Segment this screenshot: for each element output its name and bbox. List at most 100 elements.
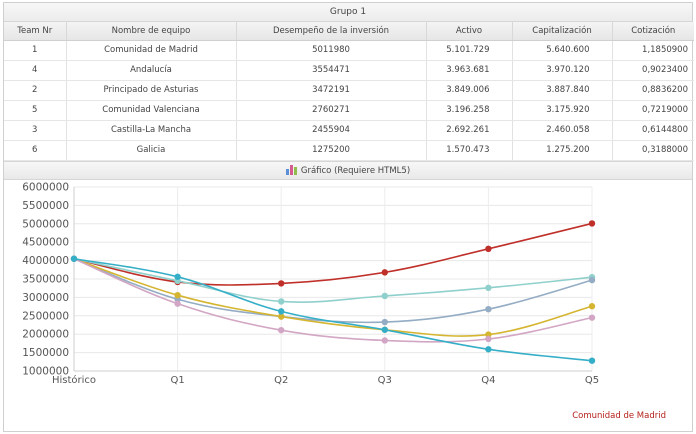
data-point [70,255,78,262]
series-line [73,257,593,362]
data-point [174,300,181,307]
cell-quote: 0,6144800 [612,120,694,141]
y-tick-label: 5500000 [22,200,69,212]
column-header-assets[interactable]: Activo [426,22,513,41]
cell-quote: 0,8836200 [612,80,694,101]
data-point [381,326,388,333]
cell-assets: 1.570.473 [426,140,513,161]
x-tick-label: Q2 [274,375,288,386]
cell-performance: 1275200 [236,140,427,161]
y-tick-label: 3500000 [22,274,69,286]
data-point [381,337,388,344]
x-tick-label: Q5 [585,375,599,386]
cell-capitalization: 3.970.120 [512,60,613,81]
cell-quote: 0,9023400 [612,60,694,81]
data-point [588,357,596,364]
chart-header: Gráfico (Requiere HTML5) [4,160,692,180]
group-title: Grupo 1 [4,3,692,22]
cell-performance: 3472191 [236,80,427,101]
cell-team-name: Principado de Asturias [66,80,237,101]
data-point [381,292,388,300]
cell-assets: 3.849.006 [426,80,513,101]
table-row[interactable]: 3 Castilla-La Mancha 2455904 2.692.261 2… [4,120,694,141]
cell-capitalization: 3.887.840 [512,80,613,101]
column-header-capitalization[interactable]: Capitalización [512,22,613,41]
table-row[interactable]: 6 Galicia 1275200 1.570.473 1.275.200 0,… [4,140,694,161]
cell-performance: 5011980 [236,40,427,61]
column-header-team-name[interactable]: Nombre de equipo [66,22,237,41]
y-tick-label: 2000000 [22,329,69,341]
data-point [485,305,492,313]
x-tick-label: Histórico [52,374,96,386]
cell-assets: 5.101.729 [426,40,513,61]
data-point [588,220,596,227]
cell-assets: 3.196.258 [426,100,513,121]
y-tick-label: 3000000 [22,292,69,304]
data-point [588,314,596,321]
column-header-performance[interactable]: Desempeño de la inversión [236,22,427,41]
data-point [381,318,388,326]
cell-team-nr: 1 [4,40,67,61]
data-point [278,298,285,305]
cell-capitalization: 1.275.200 [512,140,613,161]
cell-team-name: Castilla-La Mancha [66,120,237,141]
column-header-team-nr[interactable]: Team Nr [4,22,67,41]
cell-quote: 0,3188000 [612,140,694,161]
data-point [174,273,181,280]
y-tick-label: 1000000 [22,366,69,378]
cell-team-name: Galicia [66,140,237,161]
y-tick-label: 2500000 [22,310,69,322]
data-point [278,308,285,315]
data-point [278,313,285,320]
chart-header-label: Gráfico (Requiere HTML5) [300,165,411,176]
y-tick-label: 4000000 [22,255,69,267]
y-tick-label: 1500000 [22,347,69,359]
cell-capitalization: 5.640.600 [512,40,613,61]
data-point [485,331,492,338]
table-row[interactable]: 1 Comunidad de Madrid 5011980 5.101.729 … [4,40,694,61]
cell-assets: 3.963.681 [426,60,513,81]
x-tick-label: Q3 [378,375,392,386]
cell-performance: 2455904 [236,120,427,141]
table-row[interactable]: 4 Andalucía 3554471 3.963.681 3.970.120 … [4,60,694,81]
x-tick-label: Q4 [481,375,495,386]
cell-capitalization: 3.175.920 [512,100,613,121]
cell-capitalization: 2.460.058 [512,120,613,141]
cell-team-nr: 5 [4,100,67,121]
y-tick-label: 6000000 [22,182,69,194]
table-header-row: Team Nr Nombre de equipo Desempeño de la… [4,22,694,41]
series-line [73,222,593,286]
cell-team-nr: 2 [4,80,67,101]
cell-quote: 0,7219000 [612,100,694,121]
table-row[interactable]: 2 Principado de Asturias 3472191 3.849.0… [4,80,694,101]
data-point [381,269,388,276]
series-line [73,258,593,324]
cell-team-nr: 3 [4,120,67,141]
cell-assets: 2.692.261 [426,120,513,141]
data-point [278,326,285,334]
table-row[interactable]: 5 Comunidad Valenciana 2760271 3.196.258… [4,100,694,121]
cell-team-name: Comunidad de Madrid [66,40,237,61]
cell-performance: 3554471 [236,60,427,81]
cell-team-name: Comunidad Valenciana [66,100,237,121]
series-line [73,258,593,337]
data-point [485,245,492,253]
cell-team-nr: 6 [4,140,67,161]
data-point [485,346,492,353]
column-header-quote[interactable]: Cotización [612,22,694,41]
bar-chart-icon [285,164,298,175]
data-point [588,276,596,284]
data-point [485,284,492,292]
legend-entry-madrid[interactable]: Comunidad de Madrid [572,411,666,421]
cell-quote: 1,1850900 [612,40,694,61]
data-point [588,303,596,310]
cell-team-name: Andalucía [66,60,237,81]
series-line [73,257,593,303]
x-tick-label: Q1 [170,375,184,386]
results-table: Team Nr Nombre de equipo Desempeño de la… [4,22,694,161]
data-point [174,291,181,299]
line-chart: 6000000 5500000 5000000 4500000 4000000 35000… [22,182,599,387]
results-panel: Grupo 1 Team Nr Nombre de equipo Desempe… [3,2,694,432]
y-tick-label: 5000000 [22,218,69,230]
y-tick-label: 4500000 [22,237,69,249]
